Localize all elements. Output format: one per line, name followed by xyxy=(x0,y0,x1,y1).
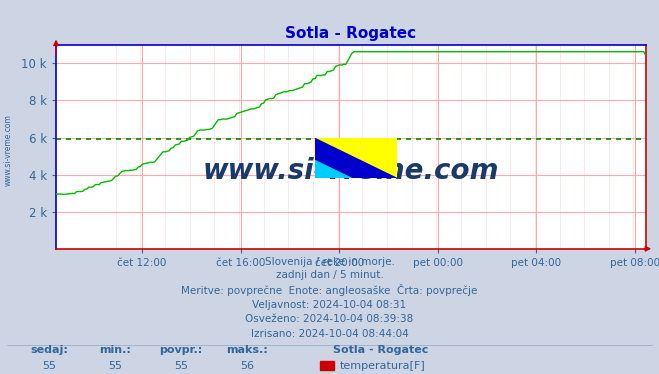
Text: Veljavnost: 2024-10-04 08:31: Veljavnost: 2024-10-04 08:31 xyxy=(252,300,407,310)
Polygon shape xyxy=(314,160,351,178)
Text: min.:: min.: xyxy=(100,345,131,355)
Title: Sotla - Rogatec: Sotla - Rogatec xyxy=(285,26,416,41)
Text: Osveženo: 2024-10-04 08:39:38: Osveženo: 2024-10-04 08:39:38 xyxy=(245,314,414,324)
Text: Slovenija / reke in morje.: Slovenija / reke in morje. xyxy=(264,257,395,267)
Text: 55: 55 xyxy=(108,361,123,371)
Text: 55: 55 xyxy=(42,361,57,371)
Text: www.si-vreme.com: www.si-vreme.com xyxy=(3,114,13,186)
Text: Sotla - Rogatec: Sotla - Rogatec xyxy=(333,345,428,355)
Text: povpr.:: povpr.: xyxy=(159,345,203,355)
Polygon shape xyxy=(314,138,397,178)
Text: 55: 55 xyxy=(174,361,188,371)
Text: Izrisano: 2024-10-04 08:44:04: Izrisano: 2024-10-04 08:44:04 xyxy=(250,328,409,338)
Bar xyxy=(320,361,334,370)
Text: temperatura[F]: temperatura[F] xyxy=(339,361,425,371)
Polygon shape xyxy=(314,138,397,178)
Text: 56: 56 xyxy=(240,361,254,371)
Text: zadnji dan / 5 minut.: zadnji dan / 5 minut. xyxy=(275,270,384,280)
Text: www.si-vreme.com: www.si-vreme.com xyxy=(203,157,499,185)
Text: Meritve: povprečne  Enote: angleosaške  Črta: povprečje: Meritve: povprečne Enote: angleosaške Čr… xyxy=(181,284,478,296)
Text: maks.:: maks.: xyxy=(226,345,268,355)
Text: sedaj:: sedaj: xyxy=(30,345,69,355)
